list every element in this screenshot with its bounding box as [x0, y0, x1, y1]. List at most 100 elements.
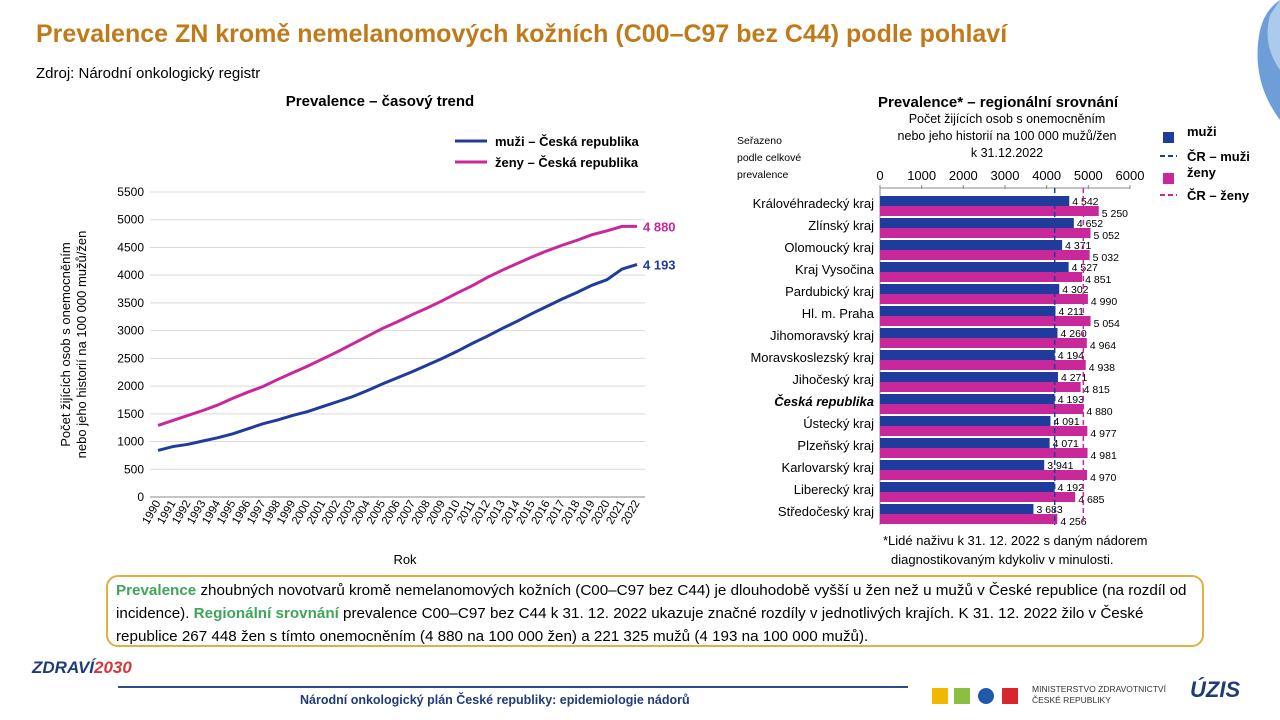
data-label-women: 4 964 [1090, 340, 1116, 352]
bar-women [880, 294, 1088, 304]
zdravi-2030-logo: ZDRAVÍ2030 [32, 658, 132, 678]
category-label: Karlovarský kraj [782, 460, 875, 475]
bar-men [880, 328, 1058, 338]
y-tick-label: 5500 [117, 185, 144, 199]
legend-label: ČR – ženy [1187, 188, 1250, 203]
category-label: Královéhradecký kraj [753, 196, 874, 211]
data-label-men: 4 260 [1061, 328, 1087, 340]
x-tick-label: 5000 [1074, 168, 1103, 183]
data-label-bg [1052, 416, 1083, 426]
axis-title-line: Počet žijících osob s onemocněním [909, 112, 1106, 126]
bar-women [880, 360, 1086, 370]
data-label-bg [1046, 460, 1077, 470]
data-label-bg [1087, 361, 1120, 372]
data-label-men: 3 683 [1036, 504, 1062, 516]
bar-men [880, 240, 1063, 250]
data-label-men: 4 091 [1053, 416, 1079, 428]
data-label-bg [1077, 493, 1110, 504]
footnote-line: *Lidé naživu k 31. 12. 2022 s daným nádo… [883, 533, 1148, 548]
legend-label: muži [1187, 124, 1217, 139]
ministry-logo-icons [932, 688, 1018, 704]
y-axis-title: Počet žijících osob s onemocněnímnebo je… [58, 231, 89, 459]
legend-label: ženy [1187, 165, 1217, 180]
category-label: Kraj Vysočina [795, 262, 875, 277]
data-label-bg [1035, 504, 1066, 514]
data-label-men: 4 527 [1072, 262, 1098, 274]
data-label-bg [1088, 339, 1121, 350]
x-tick-label: 4000 [1032, 168, 1061, 183]
ministry-logo-text: MINISTERSTVO ZDRAVOTNICTVÍ ČESKÉ REPUBLI… [1032, 684, 1166, 706]
trend-chart-title: Prevalence – časový trend [286, 93, 474, 110]
sort-note-line: Seřazeno [737, 135, 782, 147]
x-axis-title: Rok [393, 552, 417, 567]
data-label-women: 5 032 [1093, 252, 1119, 264]
legend-swatch-box [1163, 173, 1174, 184]
category-label: Zlínský kraj [808, 218, 874, 233]
y-tick-label: 5000 [117, 213, 144, 227]
data-label-men: 4 192 [1058, 482, 1084, 494]
data-label-bg [1051, 438, 1082, 448]
bar-men [880, 262, 1069, 272]
legend-label: ČR – muži [1187, 149, 1250, 164]
data-label-bg [1089, 295, 1122, 306]
category-label: Olomoucký kraj [784, 240, 874, 255]
data-label-women: 4 938 [1089, 362, 1115, 374]
category-label: Plzeňský kraj [797, 438, 874, 453]
data-label-men: 4 071 [1053, 438, 1079, 450]
category-label: Jihomoravský kraj [770, 328, 874, 343]
bar-women [880, 228, 1091, 238]
bar-men [880, 306, 1056, 316]
category-label: Pardubický kraj [785, 284, 874, 299]
description-text-1: zhoubných novotvarů kromě nemelanomových… [116, 582, 1187, 622]
y-tick-label: 4500 [117, 240, 144, 254]
data-label-men: 4 193 [1058, 394, 1084, 406]
data-label-bg [1056, 394, 1087, 404]
data-label-women: 4 685 [1078, 494, 1104, 506]
category-label: Ústecký kraj [803, 416, 874, 431]
category-label: Středočeský kraj [778, 504, 874, 519]
x-tick-label: 6000 [1116, 168, 1145, 183]
data-label-bg [1071, 196, 1102, 206]
bar-women [880, 426, 1088, 436]
data-label-bg [1057, 306, 1088, 316]
y-tick-label: 3500 [117, 296, 144, 310]
bar-men [880, 416, 1051, 426]
data-label-men: 4 542 [1072, 196, 1098, 208]
category-label: Česká republika [774, 394, 874, 409]
data-label-bg [1100, 207, 1133, 218]
data-label-bg [1092, 317, 1125, 328]
data-label-women: 5 052 [1094, 230, 1120, 242]
data-label-bg [1064, 240, 1095, 250]
legend-label: muži – Česká republika [495, 134, 640, 149]
y-axis-title-line: nebo jeho historií na 100 000 mužů/žen [74, 231, 89, 459]
description-text-2: prevalence C00–C97 bez C44 k 31. 12. 202… [116, 605, 1144, 645]
data-label-bg [1059, 372, 1090, 382]
footer-plan-title: Národní onkologický plán České republiky… [300, 693, 690, 707]
bar-men [880, 504, 1034, 514]
bar-women [880, 448, 1088, 458]
x-tick-label: 3000 [991, 168, 1020, 183]
bar-men [880, 482, 1055, 492]
data-label-bg [1089, 427, 1122, 438]
bar-women [880, 492, 1076, 502]
data-label-men: 3 941 [1047, 460, 1073, 472]
data-label-bg [1056, 350, 1087, 360]
bar-women [880, 316, 1091, 326]
data-label-men: 4 652 [1077, 218, 1103, 230]
x-tick-label: 1000 [907, 168, 936, 183]
data-label-women: 4 981 [1091, 450, 1117, 462]
data-label-men: 4 271 [1061, 372, 1087, 384]
bar-women [880, 272, 1083, 282]
y-tick-label: 1500 [117, 407, 144, 421]
data-label-men: 4 302 [1062, 284, 1088, 296]
footer-divider [118, 686, 908, 688]
bar-men [880, 218, 1074, 228]
ministry-name-line-2: ČESKÉ REPUBLIKY [1032, 695, 1111, 705]
category-label: Moravskoslezský kraj [750, 350, 874, 365]
y-axis-title-line: Počet žijících osob s onemocněním [58, 242, 73, 447]
bar-women [880, 250, 1090, 260]
data-label-bg [1075, 218, 1106, 228]
legend-label: ženy – Česká republika [495, 155, 639, 170]
bar-women [880, 382, 1081, 392]
